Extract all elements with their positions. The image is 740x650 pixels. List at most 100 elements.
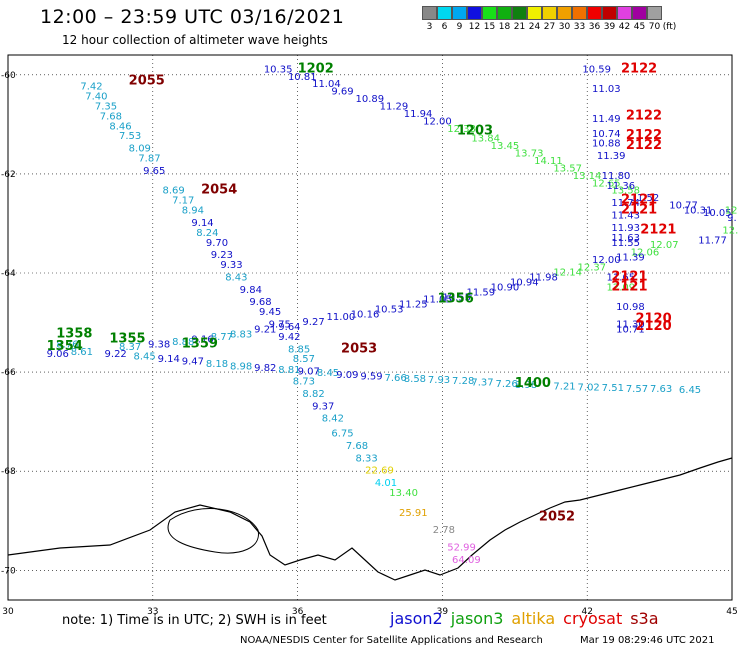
lat-tick-label: -60 [1, 71, 16, 81]
color-scale-step: 18 [497, 6, 512, 32]
swh-value-label: 9.70 [206, 238, 228, 249]
swh-value-label: 8.45 [317, 368, 339, 379]
color-swatch [617, 6, 632, 20]
swh-value-label: 12.65 [592, 178, 621, 189]
swh-value-label: 12.09 [607, 282, 636, 293]
lon-tick-label: 39 [437, 607, 449, 617]
pass-time-label: 2122 [621, 61, 657, 76]
swh-value-label: 11.25 [399, 300, 428, 311]
map-title: 12:00 – 23:59 UTC 03/16/2021 [40, 6, 345, 28]
color-swatch [437, 6, 452, 20]
color-scale-step: 36 [587, 6, 602, 32]
swh-value-label: 9.06 [47, 349, 69, 360]
swh-value-label: 11.00 [327, 312, 356, 323]
swh-value-label: 11.30 [616, 320, 645, 331]
color-scale-label: 27 [543, 22, 556, 32]
swh-value-label: 14.11 [534, 156, 563, 167]
lat-tick-label: -66 [1, 368, 16, 378]
swh-value-label: 7.66 [384, 373, 406, 384]
swh-value-label: 10.16 [351, 310, 380, 321]
color-swatch [527, 6, 542, 20]
swh-value-label: 8.45 [133, 352, 155, 363]
swh-value-label: 6.75 [331, 429, 353, 440]
swh-value-label: 9.59 [360, 372, 382, 383]
lon-tick-label: 33 [147, 607, 158, 617]
color-scale-step: 12 [467, 6, 482, 32]
swh-value-label: 12.06 [631, 248, 660, 259]
color-swatch [452, 6, 467, 20]
pass-time-label: 2122 [626, 128, 662, 143]
color-swatch [647, 6, 662, 20]
pass-time-label: 2122 [626, 138, 662, 153]
lon-tick-label: 45 [726, 607, 737, 617]
pass-time-label: 1356 [438, 292, 474, 307]
swh-value-label: 9. [727, 213, 737, 224]
color-swatch [542, 6, 557, 20]
swh-value-label: 7.87 [138, 154, 160, 165]
pass-time-label: 1203 [457, 123, 493, 138]
swh-value-label: 8.24 [196, 228, 218, 239]
pass-time-label: 2121 [640, 222, 676, 237]
swh-value-label: 9.75 [269, 320, 291, 331]
color-scale-label: 21 [513, 22, 526, 32]
color-scale-step: 33 [572, 6, 587, 32]
swh-value-label: 8.76 [56, 339, 78, 350]
swh-value-label: 10.88 [592, 139, 621, 150]
swh-value-label: 8.98 [515, 380, 537, 391]
swh-value-label: 9.07 [298, 367, 320, 378]
swh-value-label: 9.65 [143, 166, 165, 177]
color-scale-label: 9 [456, 22, 463, 32]
swh-value-label: 8.33 [356, 453, 378, 464]
swh-value-label: 7.53 [119, 131, 141, 142]
swh-value-label: 25.91 [399, 508, 428, 519]
swh-value-label: 9.47 [182, 357, 204, 368]
swh-value-label: 8.94 [182, 206, 204, 217]
swh-value-label: 9.84 [240, 285, 262, 296]
color-swatch [632, 6, 647, 20]
swh-value-label: 7.63 [650, 384, 672, 395]
swh-value-label: 9.23 [211, 250, 233, 261]
pass-time-label: 1202 [298, 61, 334, 76]
swh-value-label: 9.37 [312, 401, 334, 412]
swh-value-label: 52.99 [447, 542, 476, 553]
swh-value-label: 9.69 [331, 87, 353, 98]
swh-value-label: 9.14 [191, 218, 213, 229]
swh-value-label: 10.94 [510, 277, 539, 288]
swh-value-label: 12.00 [423, 116, 452, 127]
swh-value-label: 11.36 [607, 181, 636, 192]
swh-value-label: 6.45 [679, 385, 701, 396]
swh-value-label: 10.98 [616, 302, 645, 313]
legend-jason2: jason2 [390, 609, 443, 628]
legend-altika: altika [511, 609, 556, 628]
swh-value-label: 9.45 [259, 307, 281, 318]
island-outline [167, 508, 259, 554]
swh-value-label: 8.58 [404, 374, 426, 385]
swh-value-label: 8.09 [129, 144, 151, 155]
pass-time-label: 1359 [182, 336, 218, 351]
swh-value-label: 11.04 [312, 79, 341, 90]
swh-value-label: 11.52 [631, 193, 660, 204]
swh-value-label: 10.31 [684, 206, 713, 217]
color-scale-label: 18 [498, 22, 511, 32]
swh-value-label: 12.37 [578, 263, 607, 274]
swh-value-label: 11.39 [597, 151, 626, 162]
swh-value-label: 8.81 [278, 365, 300, 376]
swh-value-label: 11.43 [611, 211, 640, 222]
color-scale-label: 30 [558, 22, 571, 32]
swh-value-label: 7.42 [80, 82, 102, 93]
swh-value-label: 13.58 [611, 186, 640, 197]
legend-s3a: s3a [630, 609, 659, 628]
swh-value-label: 7.26 [495, 379, 517, 390]
swh-value-label: 11.77 [698, 235, 727, 246]
swh-value-label: 7.40 [85, 92, 107, 103]
legend-cryosat: cryosat [563, 609, 623, 628]
lat-tick-label: -68 [1, 467, 16, 477]
pass-time-label: 2055 [129, 74, 165, 89]
footer-timestamp: Mar 19 08:29:46 UTC 2021 [580, 635, 715, 646]
swh-value-label: 11.63 [611, 233, 640, 244]
swh-value-label: 9.16 [191, 334, 213, 345]
swh-value-label: 11.80 [602, 171, 631, 182]
swh-value-label: 9.42 [278, 332, 300, 343]
swh-value-label: 7.51 [602, 383, 624, 394]
swh-value-label: 9.14 [158, 354, 180, 365]
